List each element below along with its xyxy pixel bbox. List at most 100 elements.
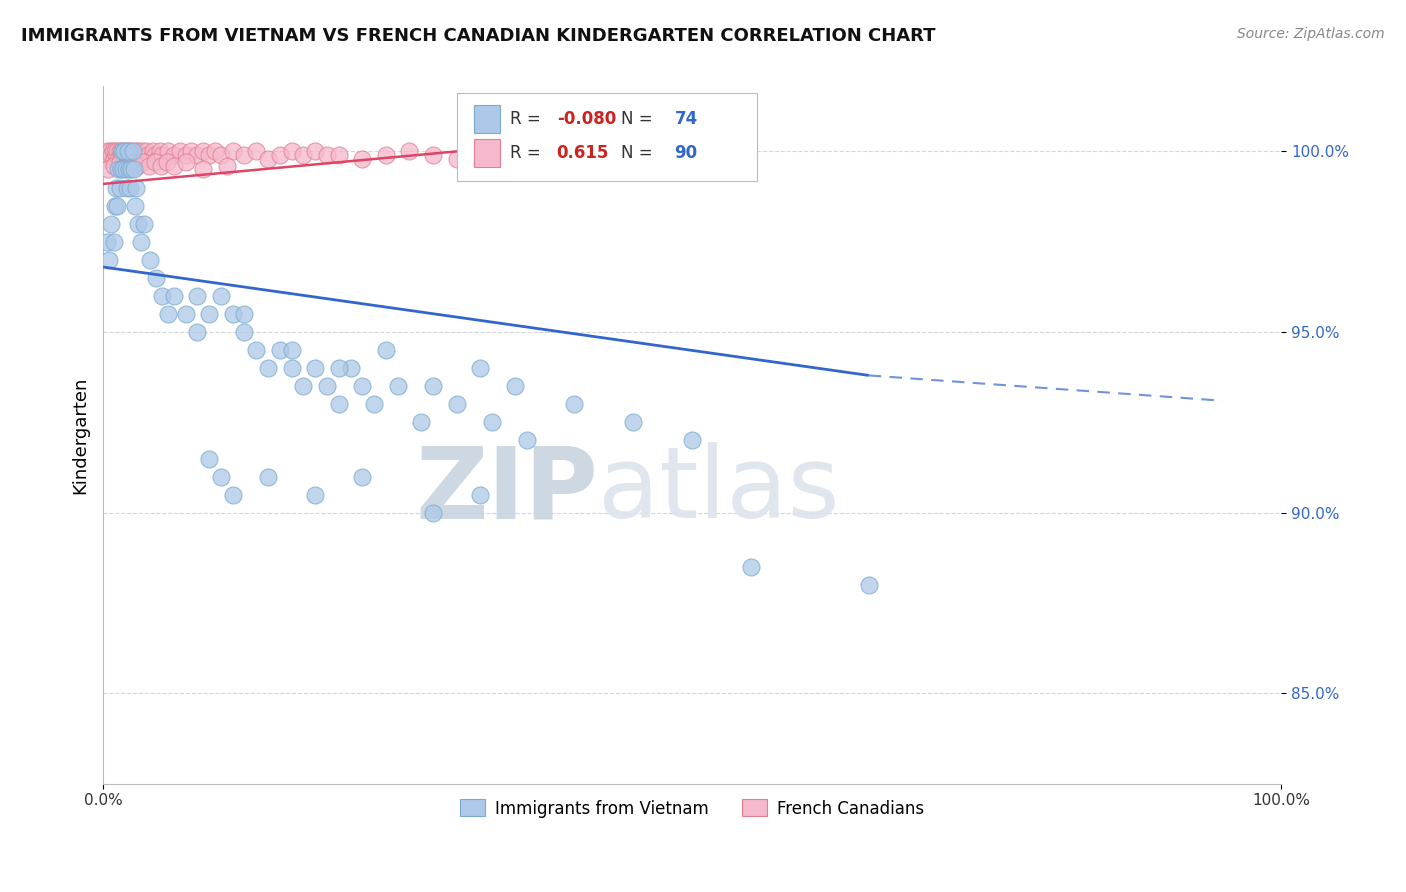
- Point: [280, 343, 302, 358]
- Point: [516, 434, 538, 448]
- Text: 0.615: 0.615: [557, 144, 609, 161]
- Point: [174, 155, 197, 169]
- Point: [105, 180, 128, 194]
- Point: [107, 162, 129, 177]
- Point: [316, 148, 339, 162]
- Point: [468, 488, 491, 502]
- FancyBboxPatch shape: [474, 105, 501, 133]
- Point: [131, 145, 153, 159]
- Text: N =: N =: [621, 110, 658, 128]
- Point: [118, 148, 141, 162]
- Point: [257, 361, 280, 376]
- Point: [269, 343, 291, 358]
- Point: [156, 307, 179, 321]
- Point: [122, 162, 145, 177]
- Point: [101, 145, 124, 159]
- Point: [198, 451, 221, 466]
- Point: [103, 152, 125, 166]
- Point: [125, 145, 148, 159]
- Text: R =: R =: [509, 110, 546, 128]
- Point: [658, 152, 681, 166]
- Point: [163, 159, 186, 173]
- Point: [120, 152, 142, 166]
- Point: [120, 145, 142, 159]
- Point: [143, 155, 166, 169]
- Point: [120, 155, 142, 169]
- Point: [586, 148, 609, 162]
- Point: [422, 148, 444, 162]
- Text: atlas: atlas: [598, 442, 839, 540]
- Point: [108, 180, 131, 194]
- Point: [114, 159, 136, 173]
- Point: [411, 416, 433, 430]
- Point: [139, 252, 162, 267]
- Point: [134, 217, 156, 231]
- Point: [149, 159, 172, 173]
- Point: [134, 152, 156, 166]
- Point: [107, 152, 129, 166]
- Point: [138, 159, 160, 173]
- Point: [98, 148, 121, 162]
- Point: [562, 152, 585, 166]
- Point: [105, 145, 128, 159]
- Point: [142, 145, 165, 159]
- Point: [149, 145, 172, 159]
- Point: [129, 152, 152, 166]
- Point: [858, 578, 880, 592]
- Point: [100, 148, 122, 162]
- Text: 90: 90: [675, 144, 697, 161]
- Point: [681, 148, 703, 162]
- Point: [481, 416, 503, 430]
- Point: [328, 148, 350, 162]
- Point: [118, 162, 141, 177]
- Point: [156, 145, 179, 159]
- Point: [186, 148, 208, 162]
- Point: [97, 162, 120, 177]
- Point: [316, 379, 339, 393]
- Point: [108, 155, 131, 169]
- Point: [114, 145, 136, 159]
- Point: [304, 488, 326, 502]
- Point: [112, 148, 135, 162]
- Point: [562, 397, 585, 411]
- Point: [180, 145, 202, 159]
- Point: [98, 145, 121, 159]
- Point: [328, 397, 350, 411]
- Point: [100, 217, 122, 231]
- Point: [634, 148, 657, 162]
- Text: 74: 74: [675, 110, 697, 128]
- Point: [422, 506, 444, 520]
- Point: [125, 180, 148, 194]
- Point: [204, 145, 226, 159]
- Point: [198, 148, 221, 162]
- Point: [292, 379, 315, 393]
- Point: [117, 145, 139, 159]
- Point: [193, 162, 215, 177]
- Point: [193, 145, 215, 159]
- Point: [339, 361, 361, 376]
- Point: [108, 145, 131, 159]
- Point: [136, 148, 159, 162]
- Point: [120, 180, 142, 194]
- Point: [681, 434, 703, 448]
- Point: [209, 469, 232, 483]
- Point: [115, 152, 138, 166]
- Point: [186, 289, 208, 303]
- Text: -0.080: -0.080: [557, 110, 616, 128]
- FancyBboxPatch shape: [457, 94, 756, 180]
- Point: [121, 145, 143, 159]
- Point: [245, 145, 267, 159]
- Point: [127, 217, 149, 231]
- Text: Source: ZipAtlas.com: Source: ZipAtlas.com: [1237, 27, 1385, 41]
- Point: [94, 152, 117, 166]
- Y-axis label: Kindergarten: Kindergarten: [72, 376, 89, 494]
- Point: [374, 343, 396, 358]
- Point: [146, 152, 169, 166]
- Point: [121, 148, 143, 162]
- Point: [186, 325, 208, 339]
- Point: [110, 148, 132, 162]
- Point: [352, 469, 374, 483]
- Point: [304, 145, 326, 159]
- Point: [111, 145, 134, 159]
- Point: [245, 343, 267, 358]
